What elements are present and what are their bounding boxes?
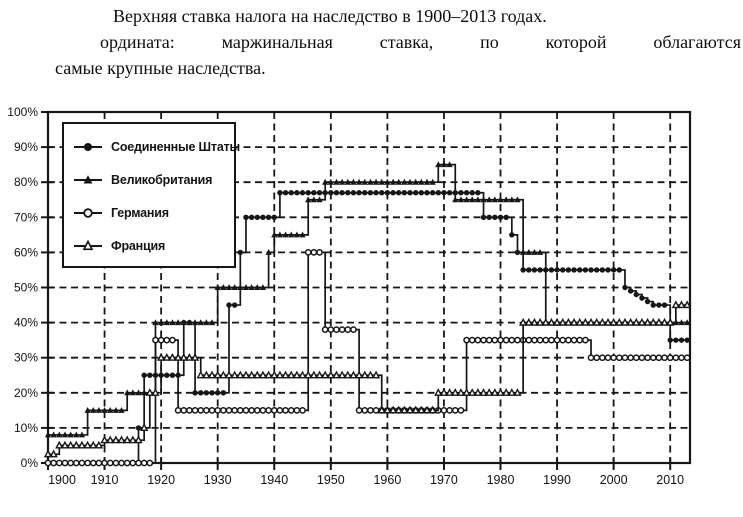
series-france — [43, 300, 692, 458]
x-tick-label: 1960 — [373, 473, 401, 487]
y-tick-label: 90% — [14, 140, 38, 154]
y-tick-label: 50% — [14, 281, 38, 295]
legend-label-france: Франция — [111, 238, 166, 253]
y-tick-label: 30% — [14, 351, 38, 365]
y-tick-label: 70% — [14, 210, 38, 224]
figure-subtitle-line2: самые крупные наследства. — [55, 58, 266, 78]
y-tick-label: 10% — [14, 421, 38, 435]
x-tick-label: 1920 — [147, 473, 175, 487]
open-circle-icon — [74, 207, 102, 218]
x-tick-label: 1940 — [260, 473, 288, 487]
legend: Соединенные Штаты Великобритания Германи… — [62, 122, 240, 268]
filled-triangle-icon — [74, 174, 102, 183]
y-tick-label: 20% — [14, 386, 38, 400]
legend-label-germany: Германия — [111, 205, 169, 220]
figure-subtitle-line1: ордината: маржинальная ставка, по которо… — [100, 32, 741, 52]
y-tick-label: 80% — [14, 175, 38, 189]
x-tick-label: 1910 — [91, 473, 119, 487]
figure-title: Верхняя ставка налога на наследство в 19… — [113, 6, 547, 26]
x-tick-label: 1900 — [48, 473, 76, 487]
y-tick-label: 0% — [21, 456, 39, 470]
legend-item-great-britain: Великобритания — [73, 163, 225, 196]
legend-item-france: Франция — [73, 229, 225, 262]
x-tick-label: 1990 — [543, 473, 571, 487]
y-tick-label: 100% — [7, 105, 38, 119]
open-triangle-icon — [74, 239, 102, 250]
x-tick-label: 2010 — [656, 473, 684, 487]
y-tick-label: 40% — [14, 316, 38, 330]
legend-label-great-britain: Великобритания — [111, 172, 213, 187]
x-tick-label: 1970 — [430, 473, 458, 487]
filled-circle-icon — [74, 142, 102, 151]
y-tick-label: 60% — [14, 245, 38, 259]
legend-item-united-states: Соединенные Штаты — [73, 130, 240, 163]
legend-label-united-states: Соединенные Штаты — [111, 139, 240, 154]
legend-item-germany: Германия — [73, 196, 225, 229]
figure-caption: Верхняя ставка налога на наследство в 19… — [55, 3, 741, 81]
x-tick-label: 1930 — [204, 473, 232, 487]
series-germany — [44, 249, 691, 467]
x-tick-label: 1950 — [317, 473, 345, 487]
chart-svg: 0% 10% 20% 30% 40% 50% 60% 70% 80% 90% 100% 1900 191… — [7, 105, 692, 487]
inheritance-tax-chart: 0% 10% 20% 30% 40% 50% 60% 70% 80% 90% 100% 1900 191… — [0, 95, 743, 517]
x-tick-label: 2000 — [600, 473, 628, 487]
x-tick-label: 1980 — [487, 473, 515, 487]
